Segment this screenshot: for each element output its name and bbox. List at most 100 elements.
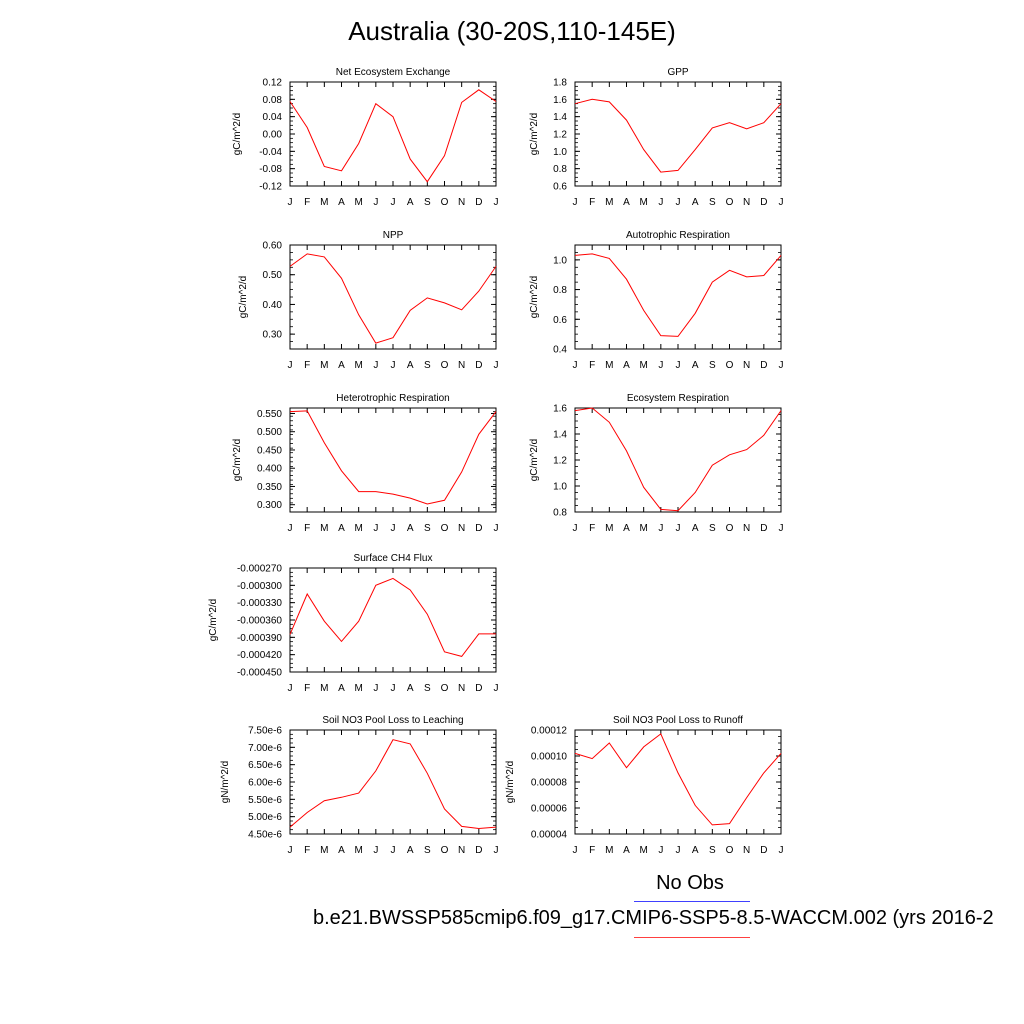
chart-panel: Net Ecosystem Exchange 0.12 0.08 0.04 0.00 -0… (232, 67, 499, 208)
y-tick-label: -0.000270 (237, 564, 282, 575)
x-tick-label: F (589, 197, 595, 208)
y-tick-label: 1.8 (553, 78, 567, 89)
x-tick-label: M (320, 523, 328, 534)
x-tick-label: J (288, 845, 293, 856)
x-tick-label: J (373, 683, 378, 694)
x-tick-label: A (692, 197, 699, 208)
y-axis-label: gC/m^2/d (529, 276, 540, 319)
x-tick-label: J (494, 360, 499, 371)
x-tick-label: J (373, 845, 378, 856)
x-tick-label: M (354, 360, 362, 371)
chart-title: Heterotrophic Respiration (336, 393, 449, 404)
x-tick-label: F (304, 683, 310, 694)
x-tick-label: M (320, 845, 328, 856)
x-tick-label: J (573, 523, 578, 534)
y-tick-label: 0.8 (553, 285, 567, 296)
x-tick-label: S (424, 197, 431, 208)
x-tick-label: N (743, 845, 750, 856)
x-tick-label: S (709, 360, 716, 371)
x-tick-label: J (373, 360, 378, 371)
x-tick-label: J (658, 523, 663, 534)
x-tick-label: J (391, 197, 396, 208)
y-tick-label: 5.50e-6 (248, 795, 282, 806)
y-tick-label: 0.500 (257, 427, 282, 438)
x-tick-label: A (623, 845, 630, 856)
series-line (289, 253, 497, 344)
x-tick-label: F (589, 845, 595, 856)
x-tick-label: J (373, 523, 378, 534)
series-line (289, 577, 496, 657)
x-tick-label: F (304, 523, 310, 534)
x-tick-label: O (441, 845, 449, 856)
series-line (289, 89, 497, 183)
x-tick-label: S (709, 197, 716, 208)
x-tick-label: O (441, 197, 449, 208)
x-tick-label: A (692, 523, 699, 534)
legend-obs-line (634, 901, 750, 902)
x-tick-label: J (391, 523, 396, 534)
y-tick-label: 1.6 (553, 404, 567, 415)
y-tick-label: 0.400 (257, 464, 282, 475)
x-tick-label: J (658, 360, 663, 371)
x-tick-label: N (458, 845, 465, 856)
x-tick-label: M (320, 197, 328, 208)
x-tick-label: A (407, 360, 414, 371)
chart-panel: Soil NO3 Pool Loss to Runoff 0.00012 0.000… (505, 715, 784, 856)
y-tick-label: 0.350 (257, 482, 282, 493)
y-tick-label: 0.00010 (531, 752, 568, 763)
x-tick-label: M (320, 683, 328, 694)
y-tick-label: 0.6 (553, 315, 567, 326)
y-tick-label: -0.000330 (237, 598, 282, 609)
y-tick-label: 6.00e-6 (248, 778, 282, 789)
y-tick-label: 0.12 (263, 78, 283, 89)
x-tick-label: D (475, 197, 482, 208)
y-axis-label: gC/m^2/d (232, 439, 243, 482)
y-axis-label: gC/m^2/d (208, 599, 219, 642)
x-tick-label: N (743, 360, 750, 371)
x-tick-label: J (573, 197, 578, 208)
plot-frame (574, 407, 782, 513)
y-tick-label: -0.12 (259, 182, 282, 193)
y-tick-label: 4.50e-6 (248, 830, 282, 841)
y-axis-label: gN/m^2/d (505, 761, 516, 804)
y-tick-label: 1.0 (553, 482, 567, 493)
x-tick-label: M (354, 523, 362, 534)
x-tick-label: J (373, 197, 378, 208)
x-tick-label: J (573, 845, 578, 856)
x-tick-label: N (458, 683, 465, 694)
x-tick-label: M (354, 683, 362, 694)
x-tick-label: J (288, 360, 293, 371)
x-tick-label: F (589, 523, 595, 534)
x-tick-label: A (623, 197, 630, 208)
chart-title: Autotrophic Respiration (626, 230, 730, 241)
chart-title: Ecosystem Respiration (627, 393, 729, 404)
x-tick-label: J (391, 845, 396, 856)
x-tick-label: S (424, 683, 431, 694)
y-tick-label: -0.08 (259, 164, 282, 175)
chart-panel: Surface CH4 Flux -0.000270 -0.000300 -0.000… (208, 553, 499, 694)
y-tick-label: 0.04 (263, 112, 283, 123)
y-tick-label: 5.00e-6 (248, 812, 282, 823)
x-tick-label: A (407, 197, 414, 208)
x-tick-label: M (639, 845, 647, 856)
figure-title: Australia (30-20S,110-145E) (348, 16, 676, 46)
y-tick-label: 0.60 (263, 241, 283, 252)
x-tick-label: J (658, 197, 663, 208)
x-tick-label: J (676, 523, 681, 534)
y-tick-label: 0.00008 (531, 778, 568, 789)
x-tick-label: N (458, 197, 465, 208)
x-tick-label: F (304, 197, 310, 208)
y-tick-label: -0.000390 (237, 633, 282, 644)
x-tick-label: J (676, 845, 681, 856)
x-tick-label: F (589, 360, 595, 371)
legend-obs-label: No Obs (656, 872, 724, 894)
x-tick-label: J (288, 197, 293, 208)
y-tick-label: 0.4 (553, 345, 567, 356)
x-tick-label: A (692, 360, 699, 371)
x-tick-label: D (475, 845, 482, 856)
x-tick-label: J (494, 683, 499, 694)
x-tick-label: A (623, 523, 630, 534)
x-tick-label: S (424, 360, 431, 371)
y-tick-label: 0.30 (263, 330, 283, 341)
